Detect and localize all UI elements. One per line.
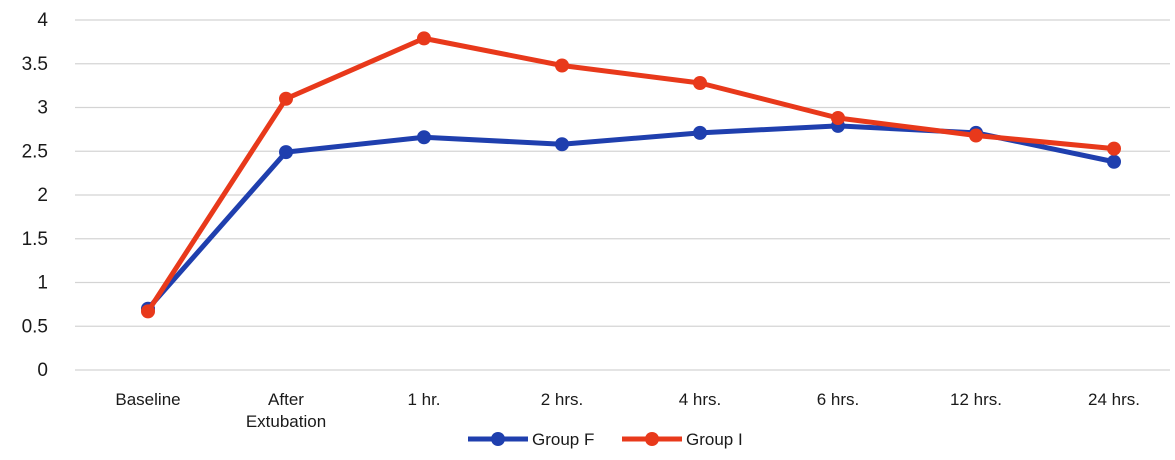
x-tick-label-line: Extubation [246, 412, 326, 431]
x-axis-tick-labels: Baseline After Extubation 1 hr. 2 hrs. 4 hrs.… [115, 390, 1140, 431]
data-point [279, 145, 293, 160]
data-point [555, 58, 569, 73]
y-tick-label: 4 [37, 10, 48, 31]
legend-label: Group F [532, 430, 594, 449]
legend-item: Group I [622, 430, 743, 449]
x-tick-label-line: After [268, 390, 304, 409]
data-point [693, 76, 707, 90]
data-point [1107, 141, 1121, 156]
legend-marker [491, 432, 505, 446]
legend: Group F Group I [468, 430, 743, 449]
legend-label: Group I [686, 430, 743, 449]
data-point [969, 128, 983, 143]
series-line-1 [145, 123, 1117, 312]
y-tick-label: 2.5 [22, 141, 48, 162]
data-point [417, 31, 431, 46]
x-tick-label-line: 4 hrs. [679, 390, 722, 409]
x-tick-label-line: 24 hrs. [1088, 390, 1140, 409]
legend-item: Group F [468, 430, 594, 449]
y-tick-label: 3.5 [22, 54, 48, 75]
x-tick-label-line: Baseline [115, 390, 180, 409]
series-line-2 [145, 35, 1117, 314]
y-tick-label: 1 [37, 273, 48, 294]
x-tick-label-line: 1 hr. [407, 390, 440, 409]
data-point [1107, 154, 1121, 169]
x-tick-label-line: 6 hrs. [817, 390, 860, 409]
x-tick-label: 12 hrs. [950, 390, 1002, 409]
x-tick-label: 24 hrs. [1088, 390, 1140, 409]
gridlines [75, 19, 1170, 371]
x-tick-label-line: 2 hrs. [541, 390, 584, 409]
data-point [141, 304, 155, 319]
x-tick-label-line: 12 hrs. [950, 390, 1002, 409]
data-point [693, 125, 707, 140]
data-point [279, 91, 293, 106]
y-axis-tick-labels: 0 0.5 1 1.5 2 2.5 3 3.5 4 [22, 10, 49, 381]
y-tick-label: 3 [37, 98, 48, 119]
x-tick-label: 2 hrs. [541, 390, 584, 409]
x-tick-label: 1 hr. [407, 390, 440, 409]
series-lines [141, 31, 1121, 319]
x-tick-label: 6 hrs. [817, 390, 860, 409]
data-point [417, 130, 431, 145]
y-tick-label: 0 [37, 360, 48, 381]
legend-marker [645, 432, 659, 446]
x-tick-label: 4 hrs. [679, 390, 722, 409]
y-tick-label: 2 [37, 185, 48, 206]
y-tick-label: 1.5 [22, 229, 48, 250]
y-tick-label: 0.5 [22, 316, 48, 337]
x-tick-label: After Extubation [246, 390, 326, 431]
data-point [831, 111, 845, 125]
x-tick-label: Baseline [115, 390, 180, 409]
data-point [555, 137, 569, 152]
